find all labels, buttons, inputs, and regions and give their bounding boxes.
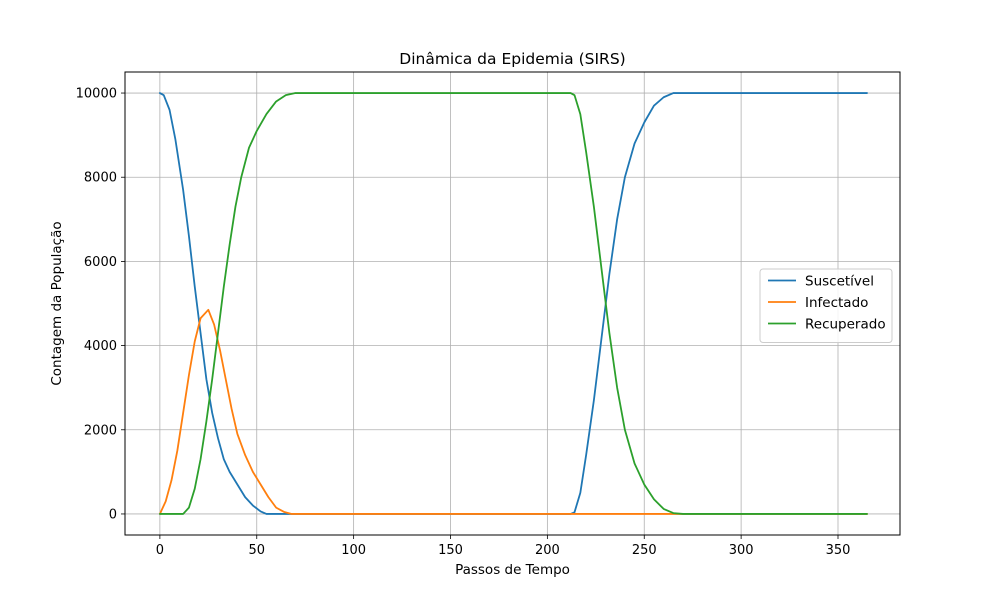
y-tick-label: 6000 [84,255,117,270]
x-tick-label: 200 [535,543,560,558]
y-tick-label: 10000 [76,87,117,102]
x-axis-label: Passos de Tempo [455,562,570,578]
x-tick-label: 150 [438,543,463,558]
x-tick-label: 50 [248,543,265,558]
series-line-1 [158,308,868,515]
x-axis-ticks: 0 50 100 150 200 250 300 350 [156,535,851,558]
y-axis-label: Contagem da População [49,221,65,385]
y-axis-ticks: 0 2000 4000 6000 8000 10000 [76,87,125,522]
series-line-2 [158,92,868,515]
legend-label: Infectado [805,295,868,311]
x-tick-label: 300 [729,543,754,558]
plot-frame [124,71,901,536]
series-lines [158,92,868,515]
y-tick-label: 8000 [84,171,117,186]
y-tick-label: 0 [109,507,117,522]
chart-title: Dinâmica da Epidemia (SIRS) [399,50,625,68]
x-tick-label: 250 [632,543,657,558]
legend-label: Suscetível [805,274,874,290]
x-tick-label: 100 [341,543,366,558]
legend-label: Recuperado [805,317,886,333]
y-tick-label: 2000 [84,423,117,438]
x-tick-label: 350 [826,543,851,558]
legend: Suscetível Infectado Recuperado [759,268,893,343]
series-line-0 [158,92,868,515]
y-tick-label: 4000 [84,339,117,354]
x-tick-label: 0 [156,543,164,558]
